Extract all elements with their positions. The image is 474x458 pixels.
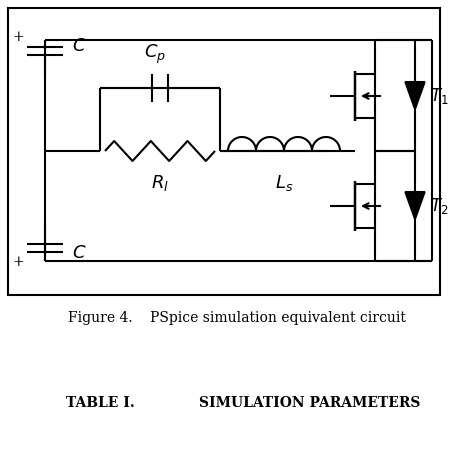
- Text: $T_2$: $T_2$: [430, 196, 448, 216]
- Text: $L_s$: $L_s$: [275, 173, 293, 193]
- Text: $T_1$: $T_1$: [430, 86, 448, 106]
- Text: +: +: [12, 30, 24, 44]
- Text: $C$: $C$: [72, 244, 87, 262]
- Polygon shape: [405, 192, 425, 220]
- Bar: [8, 8, 440, 295]
- Text: +: +: [12, 255, 24, 269]
- Text: Figure 4.    PSpice simulation equivalent circuit: Figure 4. PSpice simulation equivalent c…: [68, 311, 406, 325]
- Text: $R_l$: $R_l$: [151, 173, 169, 193]
- Text: TABLE I.: TABLE I.: [65, 396, 134, 410]
- Text: $C$: $C$: [72, 37, 87, 55]
- Text: $C_p$: $C_p$: [144, 43, 166, 66]
- Text: SIMULATION PARAMETERS: SIMULATION PARAMETERS: [199, 396, 421, 410]
- Polygon shape: [405, 82, 425, 110]
